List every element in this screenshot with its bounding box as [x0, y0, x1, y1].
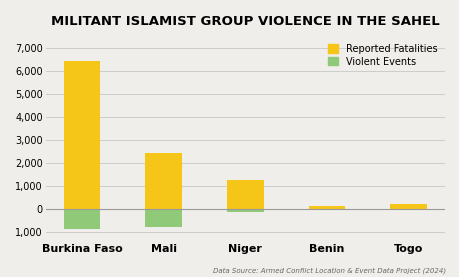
Bar	[308, 209, 345, 210]
Legend: Reported Fatalities, Violent Events: Reported Fatalities, Violent Events	[325, 41, 439, 70]
Bar	[308, 206, 345, 209]
Title: MILITANT ISLAMIST GROUP VIOLENCE IN THE SAHEL: MILITANT ISLAMIST GROUP VIOLENCE IN THE …	[51, 15, 439, 28]
Bar	[389, 204, 426, 209]
Bar	[226, 180, 263, 209]
Text: Data Source: Armed Conflict Location & Event Data Project (2024): Data Source: Armed Conflict Location & E…	[213, 268, 445, 274]
Bar	[145, 153, 182, 209]
Bar	[63, 61, 100, 209]
Bar	[145, 209, 182, 227]
Bar	[226, 209, 263, 212]
Bar	[63, 209, 100, 229]
